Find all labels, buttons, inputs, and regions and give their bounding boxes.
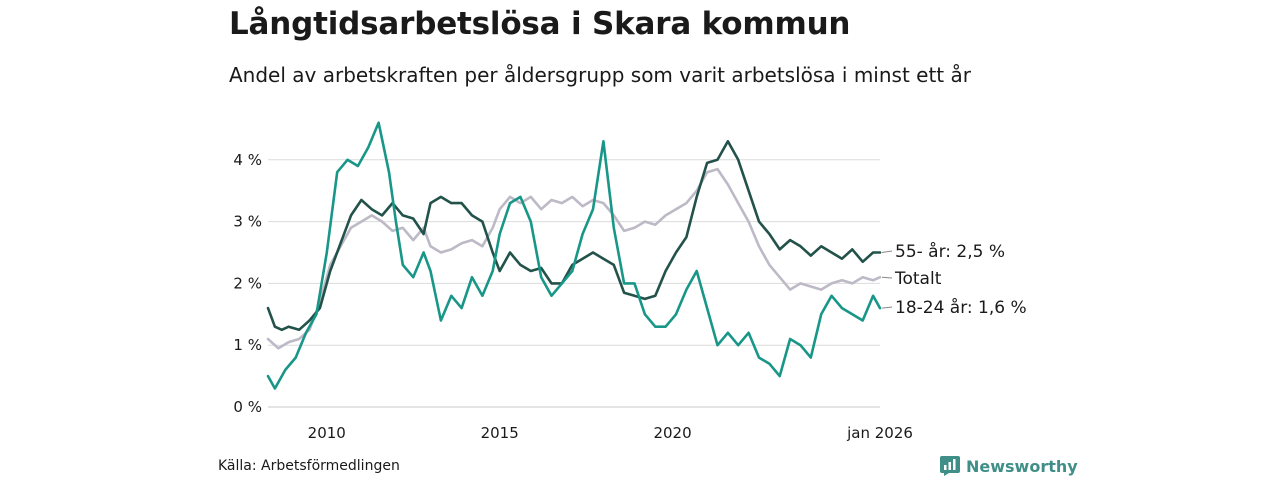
- series-end-label: 55- år: 2,5 %: [895, 241, 1005, 262]
- brand-name: Newsworthy: [966, 456, 1078, 476]
- series-label-connector: [881, 306, 893, 309]
- series-line-18-24-r: [266, 121, 882, 390]
- series-line-totalt: [266, 167, 882, 350]
- series-label-connector: [881, 250, 893, 253]
- x-tick-label: 2010: [308, 424, 346, 442]
- x-tick-label: 2020: [653, 424, 691, 442]
- y-tick-label: 2 %: [233, 274, 262, 292]
- x-tick-label: 2015: [481, 424, 519, 442]
- x-tick-label: jan 2026: [846, 424, 913, 442]
- y-tick-label: 1 %: [233, 336, 262, 354]
- series-label-connector: [881, 276, 893, 279]
- bar-chart-logo-icon: [940, 456, 960, 476]
- source-note: Källa: Arbetsförmedlingen: [218, 458, 400, 474]
- brand-logo[interactable]: Newsworthy: [940, 456, 1078, 476]
- series-end-label: 18-24 år: 1,6 %: [895, 297, 1027, 318]
- y-tick-label: 3 %: [233, 213, 262, 231]
- y-tick-label: 4 %: [233, 151, 262, 169]
- series-end-label: Totalt: [894, 269, 942, 289]
- chart-subtitle: Andel av arbetskraften per åldersgrupp s…: [229, 63, 971, 87]
- series-line-55-r: [266, 140, 882, 332]
- chart-title: Långtidsarbetslösa i Skara kommun: [229, 6, 851, 42]
- y-tick-label: 0 %: [233, 398, 262, 416]
